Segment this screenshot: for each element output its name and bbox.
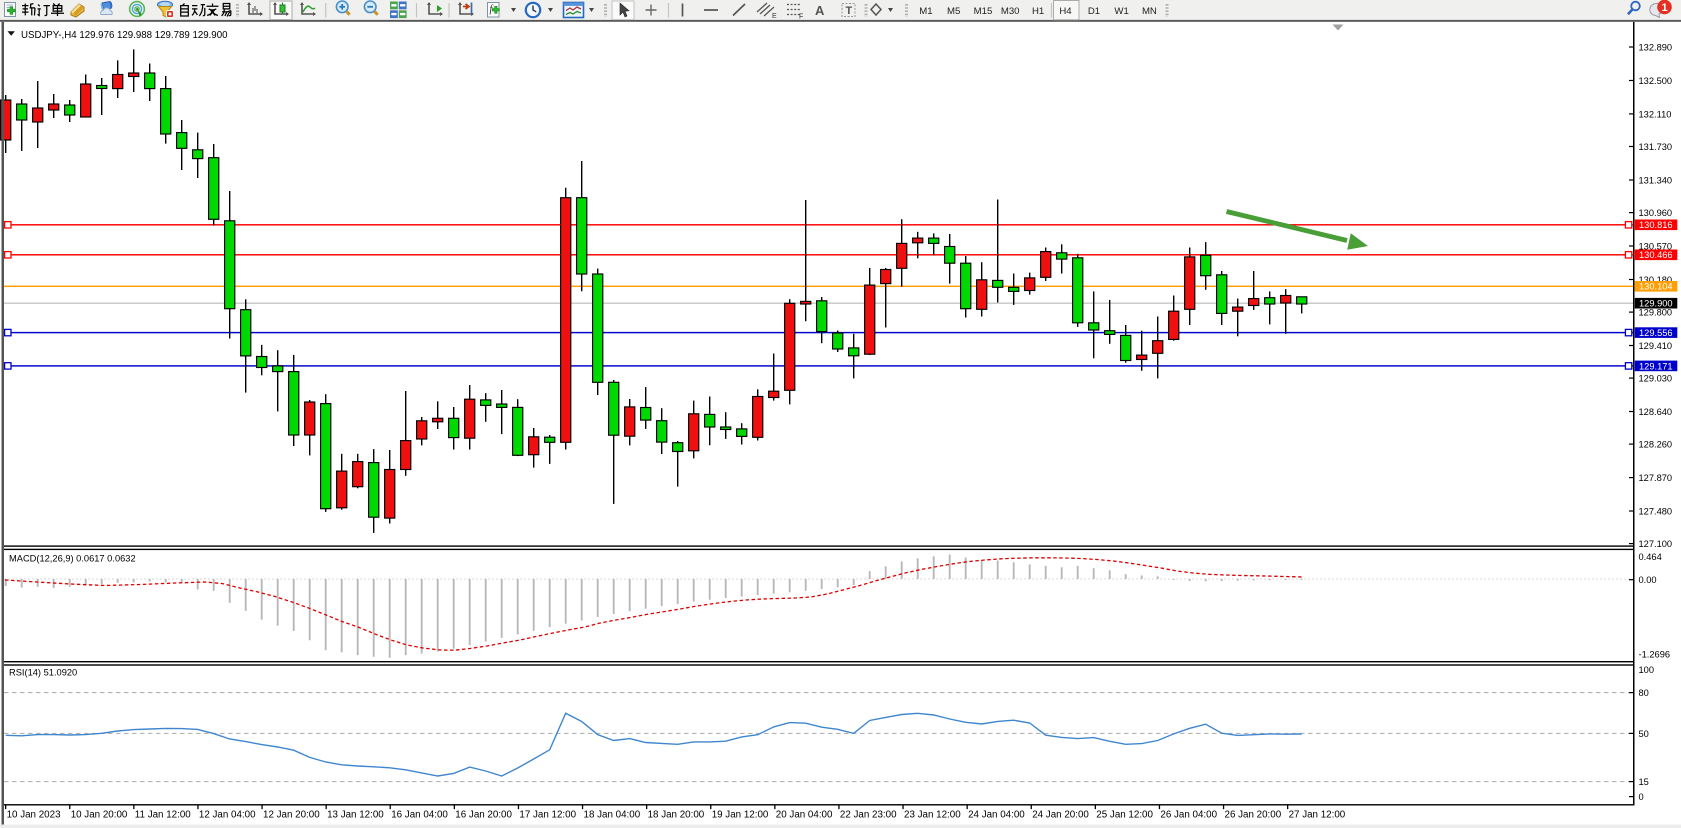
- svg-text:132.890: 132.890: [1639, 42, 1673, 52]
- svg-text:F: F: [799, 14, 803, 21]
- svg-text:127.480: 127.480: [1639, 506, 1673, 516]
- svg-text:M15: M15: [974, 6, 993, 17]
- svg-text:26 Jan 20:00: 26 Jan 20:00: [1225, 810, 1282, 821]
- svg-text:H4: H4: [1059, 6, 1072, 17]
- svg-text:f: f: [490, 4, 494, 15]
- svg-text:T: T: [846, 5, 853, 17]
- svg-text:A: A: [815, 3, 825, 18]
- svg-text:100: 100: [1639, 665, 1655, 675]
- svg-text:25 Jan 12:00: 25 Jan 12:00: [1096, 810, 1153, 821]
- svg-text:-1.2696: -1.2696: [1639, 650, 1671, 660]
- svg-text:22 Jan 23:00: 22 Jan 23:00: [840, 810, 897, 821]
- svg-text:MN: MN: [1142, 6, 1157, 17]
- svg-text:127.100: 127.100: [1639, 539, 1673, 549]
- svg-text:24 Jan 04:00: 24 Jan 04:00: [968, 810, 1025, 821]
- svg-text:M5: M5: [947, 6, 960, 17]
- svg-text:16 Jan 20:00: 16 Jan 20:00: [455, 810, 512, 821]
- svg-text:11 Jan 12:00: 11 Jan 12:00: [135, 810, 191, 821]
- svg-text:132.110: 132.110: [1639, 109, 1672, 119]
- svg-text:10 Jan 2023: 10 Jan 2023: [7, 810, 61, 821]
- svg-text:131.730: 131.730: [1639, 142, 1673, 152]
- svg-text:129.900: 129.900: [1639, 299, 1673, 309]
- svg-text:RSI(14) 51.0920: RSI(14) 51.0920: [9, 668, 77, 678]
- svg-text:20 Jan 04:00: 20 Jan 04:00: [776, 810, 833, 821]
- svg-text:131.340: 131.340: [1639, 175, 1673, 185]
- svg-text:27 Jan 12:00: 27 Jan 12:00: [1289, 810, 1346, 821]
- svg-text:12 Jan 20:00: 12 Jan 20:00: [263, 810, 320, 821]
- svg-text:18 Jan 20:00: 18 Jan 20:00: [648, 810, 705, 821]
- svg-text:129.410: 129.410: [1639, 341, 1673, 351]
- svg-text:130.570: 130.570: [1639, 241, 1673, 251]
- svg-text:23 Jan 12:00: 23 Jan 12:00: [904, 810, 961, 821]
- svg-text:13 Jan 12:00: 13 Jan 12:00: [327, 810, 384, 821]
- svg-text:128.260: 128.260: [1639, 440, 1673, 450]
- svg-text:USDJPY-,H4 129.976 129.988 12: USDJPY-,H4 129.976 129.988 129.789 129.9…: [21, 30, 228, 41]
- svg-text:0.00: 0.00: [1639, 575, 1657, 585]
- svg-text:130.466: 130.466: [1639, 250, 1673, 260]
- svg-text:MACD(12,26,9) 0.0617 0.0632: MACD(12,26,9) 0.0617 0.0632: [9, 554, 136, 564]
- svg-text:18 Jan 04:00: 18 Jan 04:00: [584, 810, 641, 821]
- svg-text:E: E: [772, 13, 777, 20]
- svg-text:M30: M30: [1001, 6, 1020, 17]
- svg-text:80: 80: [1639, 688, 1649, 698]
- svg-text:15: 15: [1639, 777, 1649, 787]
- svg-text:M1: M1: [919, 6, 932, 17]
- svg-text:129.556: 129.556: [1639, 328, 1673, 338]
- svg-text:H1: H1: [1032, 6, 1044, 17]
- svg-text:130.960: 130.960: [1639, 208, 1673, 218]
- svg-text:12 Jan 04:00: 12 Jan 04:00: [199, 810, 256, 821]
- svg-text:130.816: 130.816: [1639, 220, 1673, 230]
- svg-text:0.464: 0.464: [1639, 552, 1662, 562]
- svg-text:24 Jan 20:00: 24 Jan 20:00: [1032, 810, 1089, 821]
- svg-text:132.500: 132.500: [1639, 76, 1673, 86]
- svg-text:19 Jan 12:00: 19 Jan 12:00: [712, 810, 769, 821]
- svg-text:17 Jan 12:00: 17 Jan 12:00: [519, 810, 576, 821]
- svg-text:W1: W1: [1114, 6, 1128, 17]
- svg-text:129.171: 129.171: [1639, 361, 1673, 371]
- svg-text:0: 0: [1639, 792, 1644, 802]
- svg-text:129.800: 129.800: [1639, 308, 1673, 318]
- svg-text:128.640: 128.640: [1639, 407, 1673, 417]
- svg-text:D1: D1: [1088, 6, 1100, 17]
- svg-text:129.030: 129.030: [1639, 374, 1673, 384]
- svg-text:1: 1: [1661, 2, 1667, 14]
- svg-text:10 Jan 20:00: 10 Jan 20:00: [71, 810, 128, 821]
- svg-text:127.870: 127.870: [1639, 473, 1673, 483]
- svg-text:16 Jan 04:00: 16 Jan 04:00: [391, 810, 448, 821]
- svg-text:130.180: 130.180: [1639, 275, 1673, 285]
- svg-text:130.104: 130.104: [1639, 282, 1673, 292]
- svg-text:26 Jan 04:00: 26 Jan 04:00: [1160, 810, 1217, 821]
- svg-text:50: 50: [1639, 729, 1649, 739]
